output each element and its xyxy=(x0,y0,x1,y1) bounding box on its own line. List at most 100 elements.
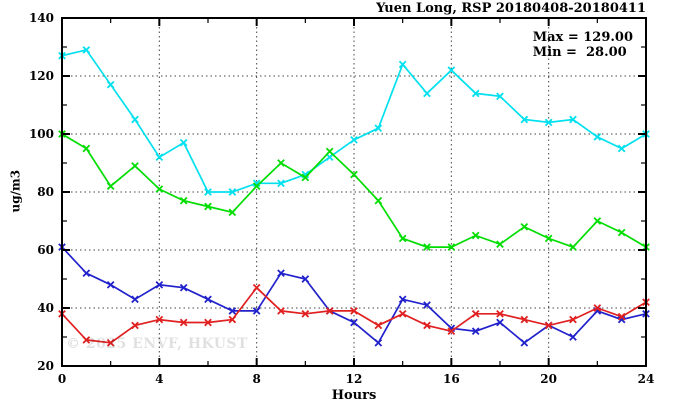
series-cyan-marker xyxy=(252,179,261,188)
series-red-marker xyxy=(155,315,164,324)
series-green-marker xyxy=(520,222,529,231)
series-blue-marker xyxy=(617,315,626,324)
series-red-marker xyxy=(520,315,529,324)
series-cyan-marker xyxy=(593,133,602,141)
series-blue-marker xyxy=(301,275,310,283)
series-cyan-marker xyxy=(374,124,383,133)
series-cyan-marker xyxy=(179,138,188,147)
series-green-marker xyxy=(569,243,577,251)
series-red-marker xyxy=(228,315,237,324)
series-green-marker xyxy=(131,162,139,170)
series-red-marker xyxy=(617,312,626,321)
series-green-marker xyxy=(179,196,188,205)
y-tick-label: 140 xyxy=(28,11,54,25)
series-blue-marker xyxy=(398,295,407,304)
series-cyan-marker xyxy=(520,115,529,124)
series-cyan-marker xyxy=(228,188,237,196)
series-red-marker xyxy=(131,321,139,330)
x-tick-label: 12 xyxy=(345,372,363,386)
series-green-marker xyxy=(350,170,358,179)
series-green-marker xyxy=(82,144,91,153)
series-cyan-marker xyxy=(447,66,456,75)
x-axis-label: Hours xyxy=(331,388,377,403)
series-cyan-marker xyxy=(155,153,164,162)
series-blue-marker xyxy=(204,295,212,304)
series-cyan-marker xyxy=(471,89,480,98)
series-red-marker xyxy=(374,321,383,330)
series-green-marker xyxy=(301,173,310,182)
series-red-marker xyxy=(252,283,261,292)
series-cyan-marker xyxy=(398,60,407,69)
series-blue-marker xyxy=(82,269,91,278)
series-green-marker xyxy=(252,182,261,191)
x-tick-label: 8 xyxy=(252,372,261,386)
series-green-marker xyxy=(593,217,602,225)
x-tick-label: 20 xyxy=(540,372,557,386)
series-red-marker xyxy=(106,338,115,347)
series-red-marker xyxy=(593,304,602,312)
series-cyan-marker xyxy=(325,153,334,162)
y-tick-label: 100 xyxy=(28,127,54,141)
series-red-marker xyxy=(350,307,358,315)
series-red-marker xyxy=(569,315,577,324)
series-red-marker xyxy=(544,321,553,330)
y-tick-label: 80 xyxy=(37,185,54,199)
x-tick-label: 0 xyxy=(57,372,67,386)
series-green-marker xyxy=(544,234,553,243)
series-green-marker xyxy=(106,182,115,191)
series-cyan-marker xyxy=(496,92,504,101)
series-cyan-marker xyxy=(277,179,285,188)
series-green-marker xyxy=(155,185,164,193)
x-tick-label: 16 xyxy=(442,372,460,386)
watermark: © 2025 ENVF, HKUST xyxy=(66,336,248,352)
stats-box: Max = 129.00 Min = 28.00 xyxy=(533,30,633,60)
series-green-marker xyxy=(471,231,480,240)
series-green-marker xyxy=(423,243,431,251)
series-red-marker xyxy=(496,309,504,318)
series-blue-marker xyxy=(374,338,383,347)
series-cyan-marker xyxy=(82,46,91,54)
series-blue-marker xyxy=(179,283,188,292)
series-green-marker xyxy=(496,240,504,249)
series-blue-marker xyxy=(131,295,139,304)
series-red-marker xyxy=(82,336,91,344)
series-cyan-marker xyxy=(350,135,358,144)
stat-max: Max = 129.00 xyxy=(532,30,633,45)
series-blue-marker xyxy=(350,318,358,327)
series-cyan-marker xyxy=(106,80,115,89)
series-red-marker xyxy=(179,318,188,327)
y-tick-label: 40 xyxy=(37,301,54,315)
series-blue-marker xyxy=(496,318,504,327)
x-tick-label: 24 xyxy=(637,372,655,386)
series-blue-marker xyxy=(277,269,285,278)
series-red-marker xyxy=(204,318,212,327)
y-tick-label: 120 xyxy=(28,69,54,83)
series-red-marker xyxy=(471,309,480,318)
series-red-marker xyxy=(423,321,431,330)
series-red-marker xyxy=(398,309,407,318)
series-blue-marker xyxy=(106,280,115,289)
series-blue-marker xyxy=(569,333,577,341)
series-blue-marker xyxy=(471,327,480,336)
series-blue-marker xyxy=(252,307,261,315)
series-green-marker xyxy=(617,228,626,237)
series-red-marker xyxy=(301,309,310,318)
stat-min: Min = 28.00 xyxy=(532,45,627,60)
series-cyan-marker xyxy=(423,89,431,98)
series-green-marker xyxy=(325,147,334,156)
series-blue-marker xyxy=(155,280,164,289)
series-cyan-line xyxy=(61,48,647,193)
series-cyan-marker xyxy=(131,115,139,124)
series-red-marker xyxy=(277,307,285,315)
series-blue-marker xyxy=(520,338,529,347)
chart-title: Yuen Long, RSP 20180408-20180411 xyxy=(376,1,646,16)
series-cyan-marker xyxy=(544,118,553,127)
series-green-marker xyxy=(398,234,407,243)
series-green-marker xyxy=(374,196,383,205)
series-blue-marker xyxy=(423,301,431,309)
series-green-marker xyxy=(447,243,456,251)
x-tick-label: 4 xyxy=(155,372,164,386)
series-cyan-marker xyxy=(569,115,577,124)
